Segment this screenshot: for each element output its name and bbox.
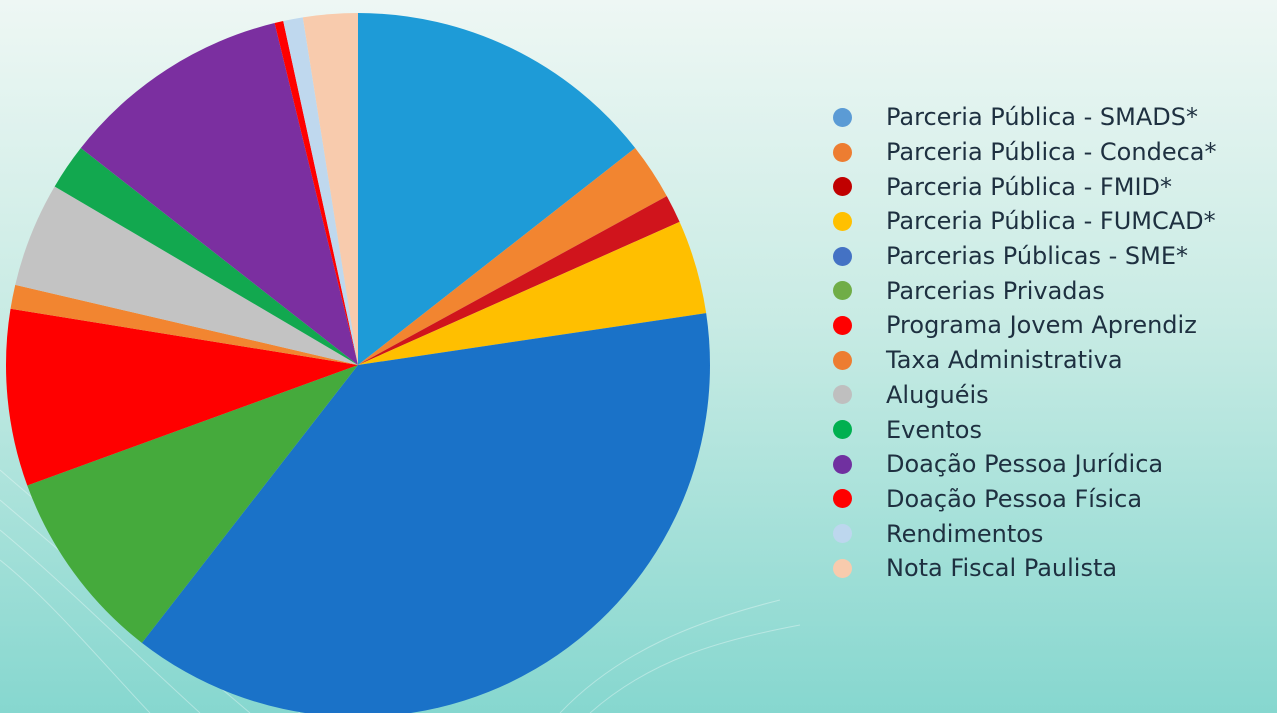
legend-swatch [833, 246, 852, 266]
legend-swatch [833, 489, 852, 509]
pie-slice-5 [141, 313, 710, 713]
legend-item: Nota Fiscal Paulista [833, 551, 1277, 586]
pie-slice-13 [283, 17, 358, 366]
legend-swatch [833, 524, 852, 544]
pie-slice-3 [358, 196, 680, 365]
legend-label: Parceria Pública - SMADS* [886, 103, 1198, 132]
legend-item: Parcerias Públicas - SME* [833, 239, 1277, 274]
pie-slice-14 [302, 13, 358, 365]
legend-swatch [833, 350, 852, 370]
legend-swatch [833, 454, 852, 474]
legend-item: Aluguéis [833, 378, 1277, 413]
legend-item: Parceria Pública - SMADS* [833, 100, 1277, 135]
legend-label: Eventos [886, 415, 982, 444]
legend-item: Taxa Administrativa [833, 343, 1277, 378]
legend-swatch [833, 211, 852, 231]
legend-item: Doação Pessoa Física [833, 482, 1277, 517]
legend-item: Rendimentos [833, 516, 1277, 551]
legend-label: Doação Pessoa Jurídica [886, 450, 1164, 479]
legend-item: Parceria Pública - FUMCAD* [833, 204, 1277, 239]
legend-swatch [833, 385, 852, 405]
legend-item: Parceria Pública - Condeca* [833, 135, 1277, 170]
legend-label: Parceria Pública - FUMCAD* [886, 207, 1216, 236]
legend-swatch [833, 315, 852, 335]
pie-slice-11 [80, 23, 358, 365]
legend-label: Doação Pessoa Física [886, 484, 1143, 513]
legend-swatch [833, 558, 852, 578]
pie-slices [5, 13, 710, 713]
chart-legend: Parceria Pública - SMADS* Parceria Públic… [833, 100, 1277, 586]
pie-slice-8 [10, 284, 359, 365]
pie-slice-10 [54, 148, 359, 365]
legend-label: Parceria Pública - Condeca* [886, 138, 1217, 167]
legend-label: Parceria Pública - FMID* [886, 172, 1172, 201]
legend-swatch [833, 142, 852, 162]
legend-item: Eventos [833, 412, 1277, 447]
legend-item: Parceria Pública - FMID* [833, 169, 1277, 204]
legend-swatch [833, 420, 852, 440]
legend-label: Taxa Administrativa [886, 346, 1123, 375]
pie-slice-9 [15, 186, 359, 365]
legend-label: Parcerias Públicas - SME* [886, 242, 1189, 271]
pie-slice-4 [358, 221, 707, 365]
legend-item: Doação Pessoa Jurídica [833, 447, 1277, 482]
legend-label: Nota Fiscal Paulista [886, 554, 1118, 583]
legend-item: Parcerias Privadas [833, 273, 1277, 308]
pie-slice-12 [274, 21, 358, 365]
pie-slice-7 [5, 308, 358, 486]
legend-swatch [833, 177, 852, 197]
pie-slice-1 [358, 13, 636, 365]
legend-label: Aluguéis [886, 380, 989, 409]
legend-label: Parcerias Privadas [886, 276, 1105, 305]
legend-swatch [833, 107, 852, 127]
legend-label: Programa Jovem Aprendiz [886, 311, 1197, 340]
legend-swatch [833, 281, 852, 301]
pie-slice-2 [358, 148, 667, 365]
legend-label: Rendimentos [886, 519, 1044, 548]
pie-slice-6 [27, 365, 359, 643]
legend-item: Programa Jovem Aprendiz [833, 308, 1277, 343]
